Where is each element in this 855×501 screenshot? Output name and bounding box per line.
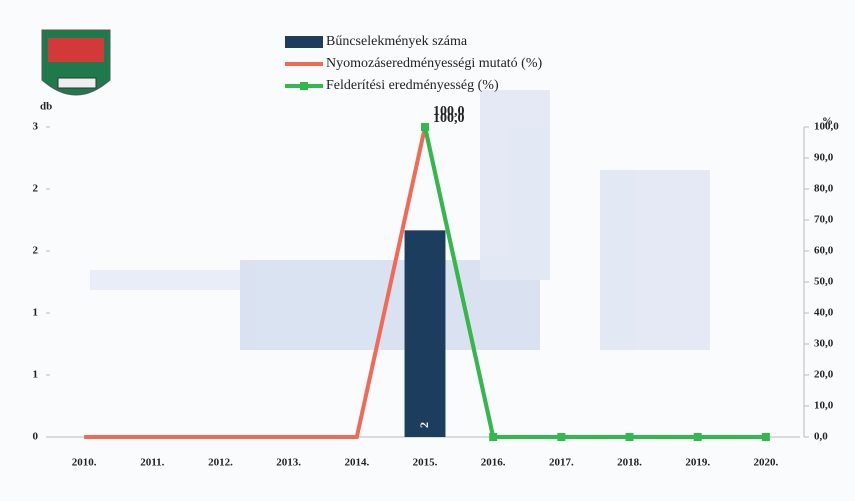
line xyxy=(423,126,766,439)
y2-axis-label: % xyxy=(822,116,833,128)
x-tick-label: 2012. xyxy=(208,457,233,469)
y2-tick-label: 100,0 xyxy=(814,121,839,133)
legend-label: Nyomozáseredményességi mutató (%) xyxy=(326,56,542,71)
y-tick-label: 1 xyxy=(33,307,39,319)
y2-tick-label: 90,0 xyxy=(814,152,834,164)
x-tick-label: 2017. xyxy=(549,457,574,469)
legend: Bűncselekmények száma Nyomozáseredményess… xyxy=(285,34,542,93)
value-label: 100,0 xyxy=(433,104,465,119)
y2-tick-label: 0,0 xyxy=(814,431,828,443)
x-tick-label: 2020. xyxy=(754,457,779,469)
value-label: 100,0 xyxy=(433,111,465,126)
legend-label: Bűncselekmények száma xyxy=(326,34,468,49)
marker xyxy=(625,433,634,441)
legend-marker xyxy=(300,82,308,90)
y2-tick-label: 40,0 xyxy=(814,307,834,319)
logo xyxy=(41,29,111,96)
x-tick-label: 2010. xyxy=(72,457,97,469)
background-image xyxy=(90,90,710,350)
y-tick-label: 0 xyxy=(33,431,39,443)
y2-tick-label: 60,0 xyxy=(814,245,834,257)
y-tick-label: 2 xyxy=(33,245,39,257)
x-tick-label: 2013. xyxy=(276,457,301,469)
y-tick-label: 3 xyxy=(33,121,39,133)
marker xyxy=(761,433,770,441)
legend-swatch xyxy=(285,36,323,48)
y2-tick-label: 30,0 xyxy=(814,338,834,350)
marker xyxy=(557,433,566,441)
y-axis-label: db xyxy=(40,101,52,113)
x-tick-label: 2018. xyxy=(617,457,642,469)
bar xyxy=(404,230,446,437)
marker xyxy=(693,433,702,441)
x-tick-label: 2019. xyxy=(685,457,710,469)
y2-tick-label: 20,0 xyxy=(814,369,834,381)
x-tick-label: 2015. xyxy=(413,457,438,469)
y2-tick-label: 10,0 xyxy=(814,400,834,412)
y2-tick-label: 70,0 xyxy=(814,214,834,226)
y-tick-label: 2 xyxy=(33,183,39,195)
y-tick-label: 1 xyxy=(33,369,39,381)
bar-value-label: 2 xyxy=(417,422,431,428)
legend-label: Felderítési eredményesség (%) xyxy=(326,78,499,93)
x-tick-label: 2014. xyxy=(344,457,369,469)
marker xyxy=(421,123,429,131)
x-tick-label: 2011. xyxy=(140,457,164,469)
marker xyxy=(489,433,498,441)
y2-tick-label: 50,0 xyxy=(814,276,834,288)
y2-tick-label: 80,0 xyxy=(814,183,834,195)
x-tick-label: 2016. xyxy=(481,457,506,469)
